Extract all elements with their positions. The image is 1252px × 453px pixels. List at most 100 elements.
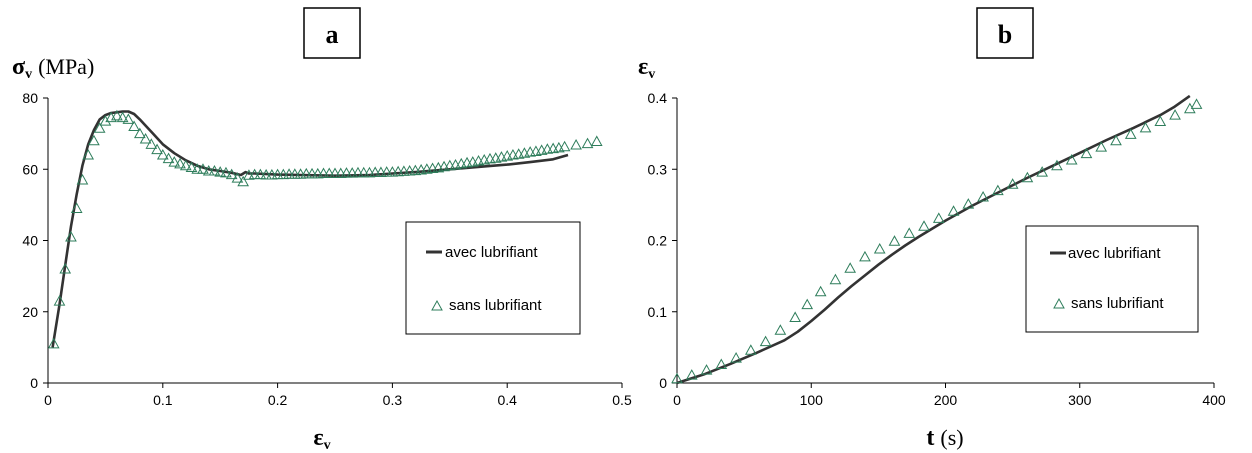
legend-label-avec-a: avec lubrifiant bbox=[445, 244, 538, 261]
data-point-sans-lubrifiant-a bbox=[47, 337, 60, 349]
x-axis-unit-b: (s) bbox=[940, 425, 963, 450]
data-point-sans-lubrifiant-a bbox=[111, 109, 123, 121]
data-point-sans-lubrifiant-a bbox=[237, 175, 250, 187]
x-axis-label-a: εv bbox=[313, 425, 330, 453]
data-point-sans-lubrifiant-a bbox=[76, 173, 89, 185]
data-point-sans-lubrifiant-a bbox=[53, 295, 66, 306]
data-point-sans-lubrifiant-a bbox=[145, 138, 158, 149]
x-tick-label-b: 300 bbox=[1068, 392, 1092, 408]
data-point-sans-lubrifiant-b bbox=[671, 372, 683, 384]
data-point-sans-lubrifiant-a bbox=[174, 157, 186, 169]
data-point-sans-lubrifiant-b bbox=[829, 273, 842, 285]
data-point-sans-lubrifiant-b bbox=[759, 335, 772, 347]
data-point-sans-lubrifiant-a bbox=[300, 167, 313, 179]
data-point-sans-lubrifiant-a bbox=[59, 262, 72, 274]
data-point-sans-lubrifiant-a bbox=[122, 113, 135, 124]
data-point-sans-lubrifiant-b bbox=[1021, 171, 1034, 183]
data-point-sans-lubrifiant-a bbox=[248, 168, 261, 180]
y-tick-label-b: 0.4 bbox=[648, 90, 668, 106]
axes-a: 0 0.1 0.2 0.3 0.4 0.5 0 20 40 60 80 bbox=[22, 90, 632, 408]
data-point-sans-lubrifiant-a bbox=[340, 167, 353, 178]
data-point-sans-lubrifiant-a bbox=[88, 134, 100, 146]
data-point-sans-lubrifiant-a bbox=[128, 120, 140, 131]
data-point-sans-lubrifiant-b bbox=[1065, 153, 1078, 165]
data-point-sans-lubrifiant-a bbox=[214, 166, 227, 177]
data-point-sans-lubrifiant-b bbox=[730, 352, 742, 363]
data-point-sans-lubrifiant-a bbox=[352, 166, 364, 178]
data-point-sans-lubrifiant-a bbox=[558, 140, 571, 152]
legend-triangle-swatch-a bbox=[431, 299, 443, 311]
data-point-sans-lubrifiant-a bbox=[380, 166, 393, 177]
data-point-sans-lubrifiant-b bbox=[1139, 121, 1152, 133]
data-point-sans-lubrifiant-b bbox=[873, 243, 886, 254]
data-point-sans-lubrifiant-a bbox=[82, 148, 95, 160]
data-point-sans-lubrifiant-a bbox=[65, 230, 77, 242]
data-point-sans-lubrifiant-b bbox=[1051, 159, 1063, 171]
data-point-sans-lubrifiant-b bbox=[918, 220, 930, 231]
data-point-sans-lubrifiant-a bbox=[139, 132, 152, 144]
data-point-sans-lubrifiant-b bbox=[844, 262, 857, 273]
x-tick-label-a: 0.4 bbox=[497, 392, 517, 408]
data-point-sans-lubrifiant-a bbox=[220, 166, 232, 178]
data-point-sans-lubrifiant-b bbox=[932, 212, 945, 223]
data-point-sans-lubrifiant-a bbox=[225, 168, 238, 180]
data-point-sans-lubrifiant-b bbox=[859, 250, 871, 262]
data-point-sans-lubrifiant-a bbox=[323, 167, 336, 179]
data-point-sans-lubrifiant-b bbox=[903, 227, 916, 238]
data-point-sans-lubrifiant-b bbox=[744, 344, 757, 355]
data-point-sans-lubrifiant-b bbox=[947, 205, 960, 216]
panel-label-box-a bbox=[303, 7, 361, 59]
y-tick-label-a: 20 bbox=[22, 304, 38, 320]
data-point-sans-lubrifiant-a bbox=[271, 168, 284, 180]
data-point-sans-lubrifiant-a bbox=[93, 122, 106, 133]
x-axis-symbol-b: t bbox=[926, 425, 934, 451]
y-axis-subscript-a: v bbox=[25, 67, 32, 82]
x-tick-label-a: 0.1 bbox=[153, 392, 173, 408]
data-point-sans-lubrifiant-b bbox=[1006, 178, 1019, 189]
panel-label-a: a bbox=[326, 20, 339, 49]
data-point-sans-lubrifiant-b bbox=[801, 298, 814, 310]
data-point-sans-lubrifiant-a bbox=[306, 167, 318, 179]
legend-triangle-swatch-b bbox=[1053, 297, 1065, 309]
y-tick-label-b: 0.1 bbox=[648, 304, 668, 320]
y-axis-subscript-b: v bbox=[648, 67, 655, 82]
x-tick-label-b: 400 bbox=[1202, 392, 1226, 408]
series-line-avec-lubrifiant-b bbox=[676, 94, 1191, 385]
x-tick-label-b: 0 bbox=[673, 392, 681, 408]
data-point-sans-lubrifiant-a bbox=[156, 148, 169, 160]
y-axis-label-b: εv bbox=[638, 54, 655, 82]
y-tick-label-a: 60 bbox=[22, 161, 38, 177]
y-tick-label-b: 0.2 bbox=[648, 233, 668, 249]
x-tick-label-b: 200 bbox=[934, 392, 958, 408]
data-point-sans-lubrifiant-a bbox=[151, 143, 163, 155]
data-point-sans-lubrifiant-a bbox=[133, 127, 146, 139]
data-point-sans-lubrifiant-a bbox=[329, 167, 341, 179]
x-axis-symbol-a: ε bbox=[313, 425, 323, 451]
data-point-sans-lubrifiant-b bbox=[1190, 98, 1203, 109]
y-tick-label-b: 0.3 bbox=[648, 161, 668, 177]
y-axis-symbol-a: σ bbox=[12, 54, 25, 80]
series-group-b bbox=[671, 94, 1203, 385]
data-point-sans-lubrifiant-a bbox=[369, 166, 382, 177]
x-tick-label-a: 0 bbox=[44, 392, 52, 408]
data-point-sans-lubrifiant-a bbox=[570, 138, 582, 150]
series-group-a bbox=[47, 109, 603, 349]
x-tick-label-a: 0.3 bbox=[383, 392, 403, 408]
data-point-sans-lubrifiant-a bbox=[162, 152, 175, 164]
data-point-sans-lubrifiant-b bbox=[789, 311, 801, 322]
data-point-sans-lubrifiant-a bbox=[590, 135, 603, 146]
x-tick-label-a: 0.2 bbox=[268, 392, 288, 408]
data-point-sans-lubrifiant-a bbox=[116, 111, 129, 123]
data-point-sans-lubrifiant-b bbox=[888, 235, 901, 246]
data-point-sans-lubrifiant-b bbox=[1110, 134, 1122, 146]
legend-label-avec-b: avec lubrifiant bbox=[1068, 245, 1161, 262]
data-point-sans-lubrifiant-a bbox=[283, 168, 295, 179]
data-point-sans-lubrifiant-b bbox=[814, 285, 827, 297]
y-axis-symbol-b: ε bbox=[638, 54, 648, 80]
y-tick-label-a: 40 bbox=[22, 233, 38, 249]
legend-box-b bbox=[1025, 225, 1199, 333]
data-point-sans-lubrifiant-a bbox=[260, 168, 272, 180]
data-point-sans-lubrifiant-b bbox=[1095, 141, 1108, 152]
